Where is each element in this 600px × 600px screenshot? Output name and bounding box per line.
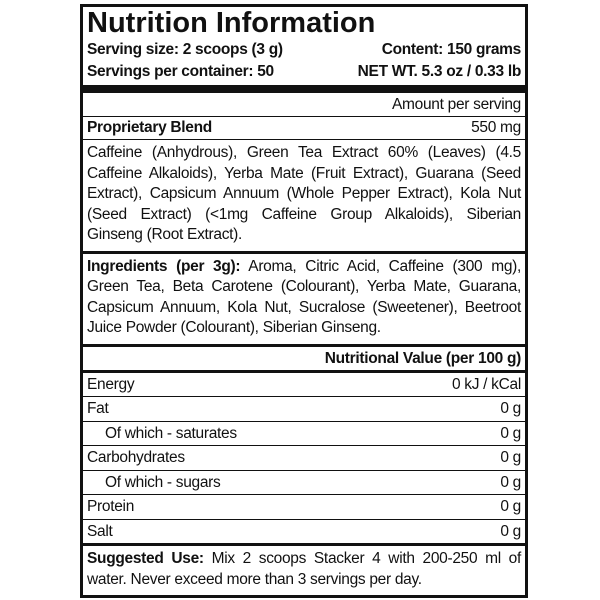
ingredients-text: Aroma, Citric Acid, Caffeine (300 mg), G… <box>87 257 522 337</box>
row-label: Carbohydrates <box>87 449 185 466</box>
row-value: 0 g <box>500 473 521 491</box>
suggested-text: Mix 2 scoops Stacker 4 with 200-250 ml o… <box>87 550 522 588</box>
row-label: Salt <box>87 522 113 540</box>
row-value: 0 g <box>500 498 521 515</box>
servings-per-container: Servings per container: 50 <box>87 63 274 80</box>
row-label: Protein <box>87 498 135 515</box>
nutrition-label: Nutrition Information Serving size: 2 sc… <box>80 4 528 598</box>
divider <box>83 250 525 254</box>
serving-row: Serving size: 2 scoops (3 g) Content: 150… <box>87 39 521 61</box>
ingredients: Ingredients (per 3g): Aroma, Citric Acid… <box>87 254 521 344</box>
blend-row: Proprietary Blend 550 mg <box>87 117 521 139</box>
nutrition-row: Salt 0 g <box>83 518 525 544</box>
title: Nutrition Information <box>87 7 376 39</box>
ingredients-label: Ingredients (per 3g): <box>87 257 241 275</box>
divider <box>83 139 525 140</box>
nutrition-header: Nutritional Value (per 100 g) <box>324 349 522 367</box>
row-label: Energy <box>87 375 135 393</box>
row-value: 0 kJ / kCal <box>451 375 521 393</box>
nutrition-row: Fat 0 g <box>83 396 525 421</box>
row-value: 0 g <box>500 424 521 442</box>
net-weight: NET WT. 5.3 oz / 0.33 lb <box>357 63 522 80</box>
nutrition-row: Carbohydrates 0 g <box>83 445 525 470</box>
divider <box>83 85 525 93</box>
row-value: 0 g <box>500 400 521 417</box>
suggested-use: Suggested Use: Mix 2 scoops Stacker 4 wi… <box>87 546 521 595</box>
suggested-label: Suggested Use: <box>87 550 204 567</box>
blend-amount: 550 mg <box>471 119 521 136</box>
nutrition-row: Energy 0 kJ / kCal <box>83 373 525 397</box>
divider <box>83 543 525 546</box>
amount-header: Amount per serving <box>392 96 521 113</box>
blend-description: Caffeine (Anhydrous), Green Tea Extract … <box>87 144 521 243</box>
row-value: 0 g <box>500 522 521 540</box>
nutrition-row: Protein 0 g <box>83 494 525 519</box>
serving-size: Serving size: 2 scoops (3 g) <box>87 41 283 58</box>
row-label: Of which - saturates <box>105 424 237 442</box>
content: Content: 150 grams <box>381 41 522 58</box>
row-label: Fat <box>87 400 109 417</box>
row-value: 0 g <box>500 449 521 466</box>
nutrition-row: Of which - sugars 0 g <box>83 469 525 495</box>
divider <box>83 343 525 347</box>
nutrition-row: Of which - saturates 0 g <box>83 420 525 446</box>
divider <box>83 116 525 117</box>
blend-name: Proprietary Blend <box>87 119 212 136</box>
divider <box>83 369 525 373</box>
serving-row: Servings per container: 50 NET WT. 5.3 oz… <box>87 61 521 83</box>
row-label: Of which - sugars <box>105 473 221 491</box>
